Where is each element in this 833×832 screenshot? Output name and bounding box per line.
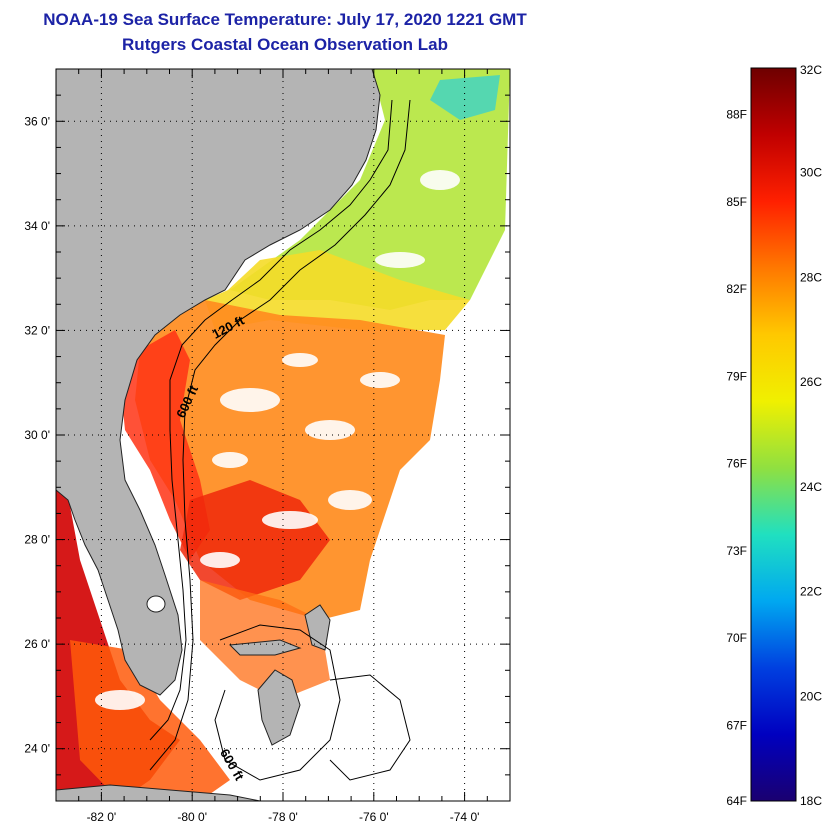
lake-okeechobee xyxy=(146,595,166,613)
lon-tick-label: -74 0' xyxy=(450,810,480,824)
isobaths xyxy=(149,99,411,781)
isobath-120ft xyxy=(149,99,393,741)
tick-marks xyxy=(55,68,511,802)
colorbar-fahrenheit-label: 67F xyxy=(726,718,747,732)
colorbar-fahrenheit-label: 88F xyxy=(726,108,747,122)
lat-tick-label: 24 0' xyxy=(24,742,50,756)
colorbar-celsius-label: 32C xyxy=(800,63,822,77)
colorbar-celsius-label: 22C xyxy=(800,585,822,599)
lat-tick-label: 30 0' xyxy=(24,428,50,442)
colorbar-fahrenheit-label: 82F xyxy=(726,282,747,296)
colorbar-celsius-label: 26C xyxy=(800,375,822,389)
isobath-bahamas-outer xyxy=(329,674,411,781)
longitude-labels: -82 0' -80 0' -78 0' -76 0' -74 0' xyxy=(87,810,480,824)
lat-tick-label: 32 0' xyxy=(24,323,50,337)
colorbar-fahrenheit-label: 64F xyxy=(726,794,747,808)
sst-cool-band xyxy=(230,69,510,310)
abaco-island xyxy=(304,604,331,651)
lon-tick-label: -78 0' xyxy=(268,810,298,824)
map-subtitle: Rutgers Coastal Ocean Observation Lab xyxy=(122,35,448,54)
colorbar-fahrenheit-label: 73F xyxy=(726,544,747,558)
latitude-labels: 24 0' 26 0' 28 0' 30 0' 32 0' 34 0' 36 0' xyxy=(24,114,50,755)
colorbar-fahrenheit-label: 70F xyxy=(726,631,747,645)
graticule xyxy=(56,69,510,801)
sst-yellow-band xyxy=(205,250,470,330)
colorbar-celsius-label: 18C xyxy=(800,794,822,808)
colorbar-celsius-label: 24C xyxy=(800,480,822,494)
colorbar-celsius-label: 20C xyxy=(800,689,822,703)
sst-bahamas-field xyxy=(200,580,330,700)
andros-island xyxy=(257,669,301,746)
isobath-600ft xyxy=(149,99,411,771)
cuba xyxy=(56,784,261,801)
colorbar-fahrenheit-label: 79F xyxy=(726,369,747,383)
colorbar-celsius-label: 28C xyxy=(800,270,822,284)
colorbar-fahrenheit-label: 76F xyxy=(726,457,747,471)
lat-tick-label: 28 0' xyxy=(24,533,50,547)
colorbar-celsius-label: 30C xyxy=(800,166,822,180)
cloud-gaps xyxy=(95,170,460,710)
lon-tick-label: -76 0' xyxy=(359,810,389,824)
lat-tick-label: 36 0' xyxy=(24,114,50,128)
land xyxy=(56,69,381,801)
lat-tick-label: 26 0' xyxy=(24,637,50,651)
colorbar xyxy=(750,67,797,802)
colorbar-labels: 32C 30C 28C 26C 24C 22C 20C 18C 88F 85F 82F 79F 76F 7… xyxy=(726,63,822,808)
colorbar-fahrenheit-label: 85F xyxy=(726,195,747,209)
lat-tick-label: 34 0' xyxy=(24,219,50,233)
isobath-bahamas xyxy=(214,624,341,781)
lon-tick-label: -80 0' xyxy=(177,810,207,824)
us-mainland xyxy=(56,69,381,696)
lon-tick-label: -82 0' xyxy=(87,810,117,824)
sst-red-south xyxy=(180,480,330,600)
map-title: NOAA-19 Sea Surface Temperature: July 17… xyxy=(43,10,527,29)
sst-red-coastal xyxy=(120,330,210,560)
sst-cyan-patches xyxy=(430,75,500,120)
sst-gulf-orange xyxy=(70,640,230,801)
